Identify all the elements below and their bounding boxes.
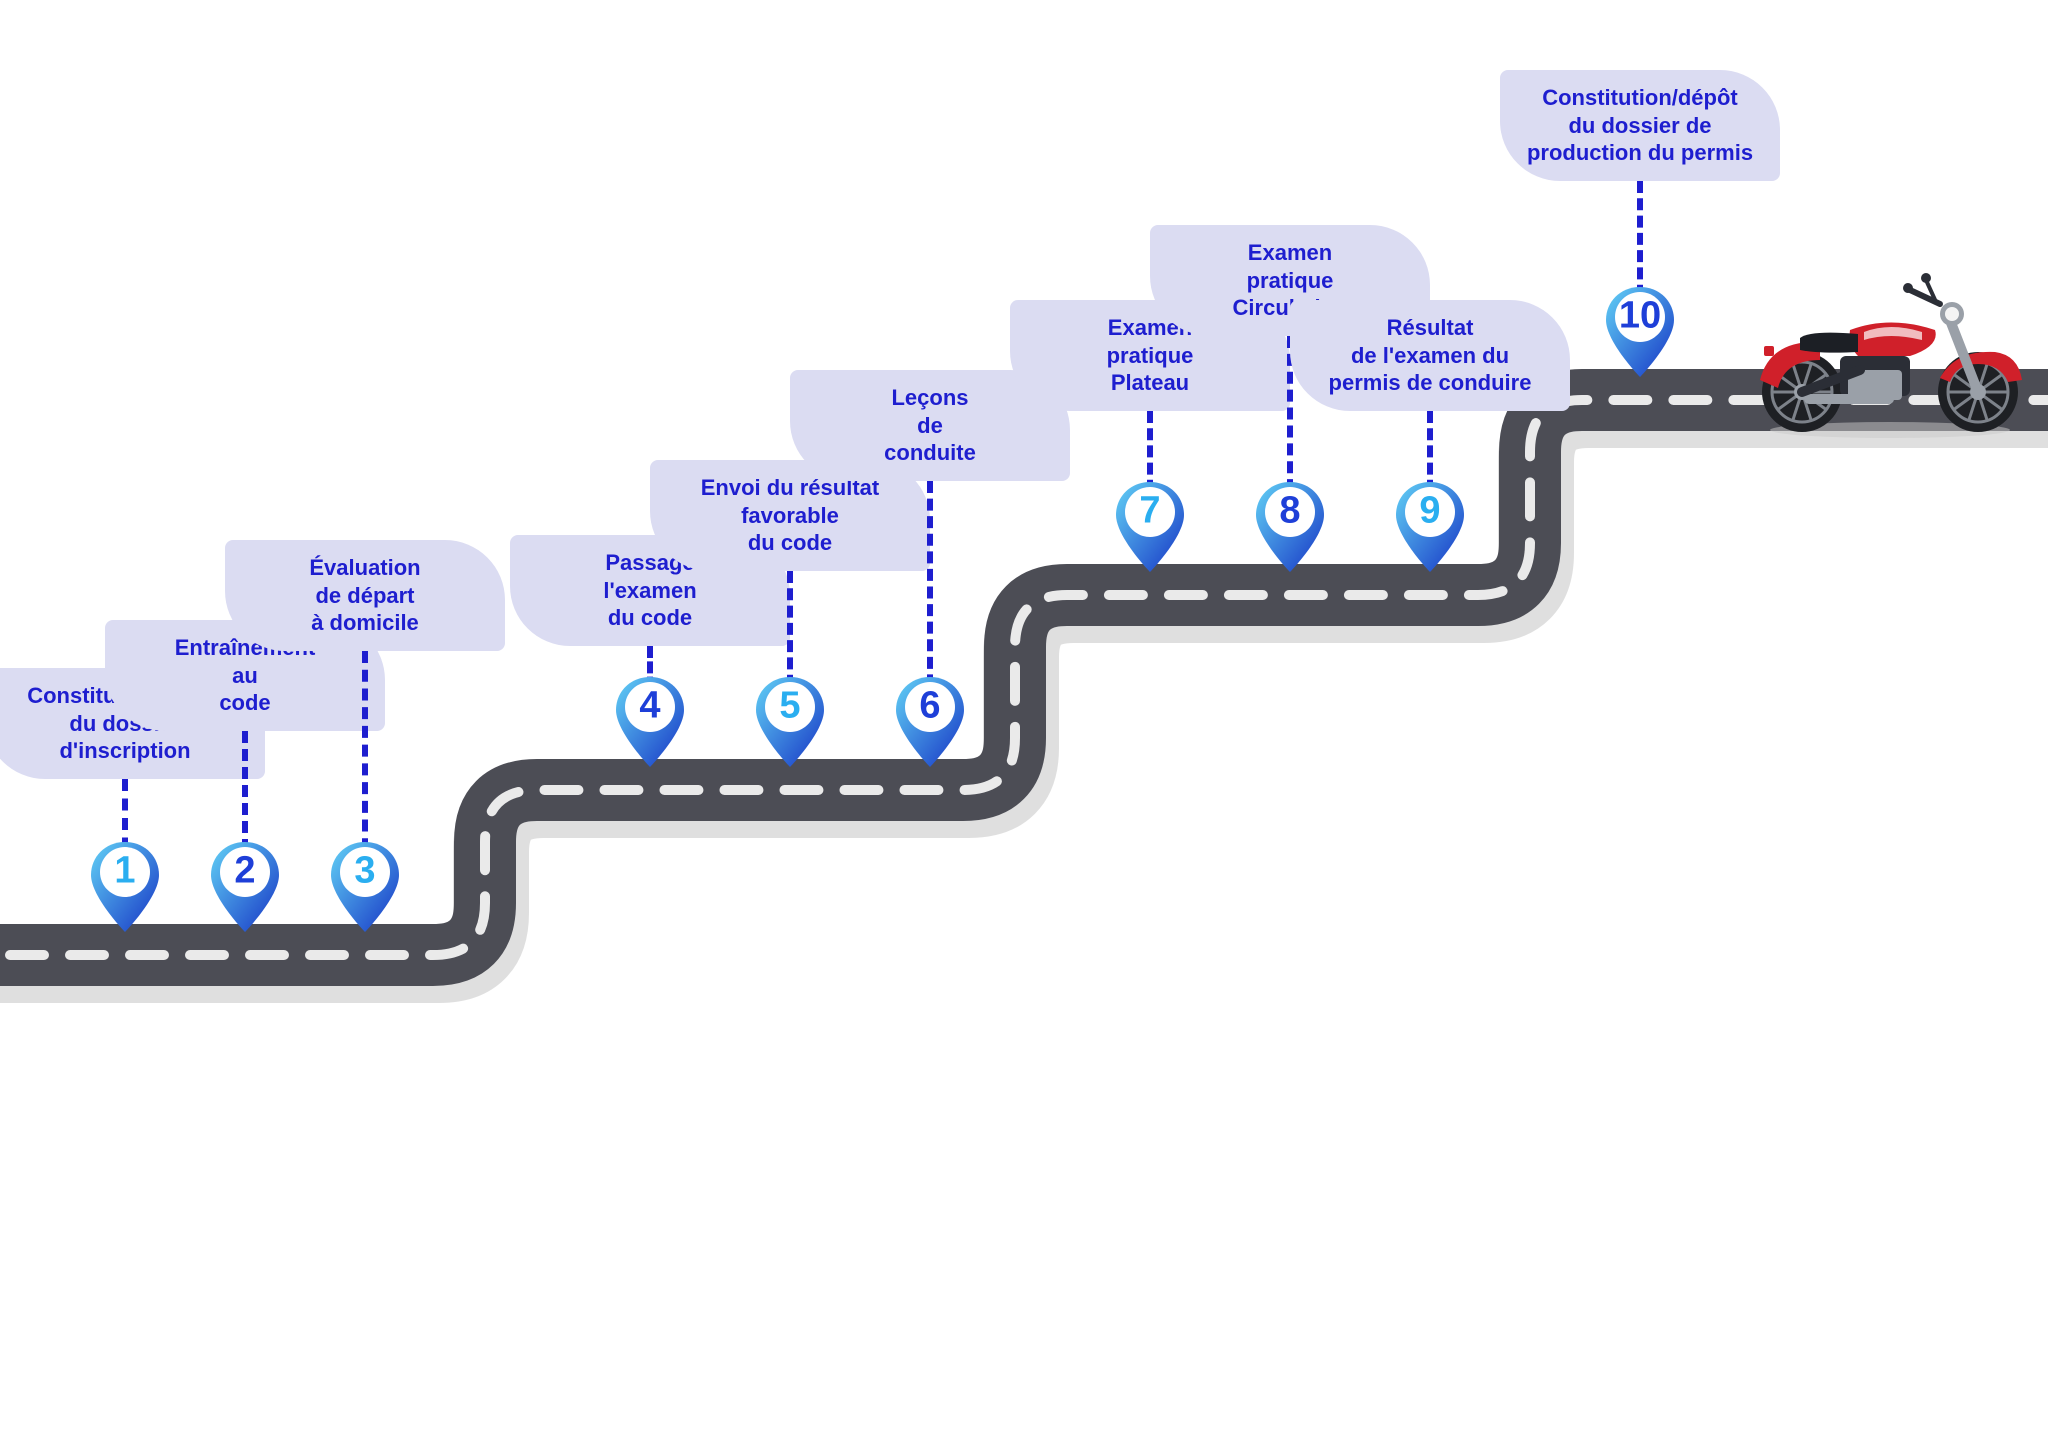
step-3-label: Évaluation de départ à domicile	[225, 540, 505, 651]
step-3-connector	[362, 651, 368, 869]
step-9-number: 9	[1419, 490, 1440, 533]
step-6-connector	[927, 481, 933, 704]
step-6-number: 6	[919, 685, 940, 728]
step-10-label: Constitution/dépôt du dossier de product…	[1500, 70, 1780, 181]
step-10-number: 10	[1619, 295, 1661, 338]
step-8-pin: 8	[1253, 479, 1327, 575]
step-2-number: 2	[234, 850, 255, 893]
step-8-number: 8	[1279, 490, 1300, 533]
infographic-stage: Constitution/dépôt du dossier d'inscript…	[0, 0, 2048, 1448]
step-9-label: Résultat de l'examen du permis de condui…	[1290, 300, 1570, 411]
step-10-pin: 10	[1603, 284, 1677, 380]
step-2-pin: 2	[208, 839, 282, 935]
step-3-pin: 3	[328, 839, 402, 935]
step-6-pin: 6	[893, 674, 967, 770]
step-7-pin: 7	[1113, 479, 1187, 575]
step-3-number: 3	[354, 850, 375, 893]
step-9-pin: 9	[1393, 479, 1467, 575]
step-3-label-text: Évaluation de départ à domicile	[309, 555, 420, 635]
step-1-pin: 1	[88, 839, 162, 935]
step-4-pin: 4	[613, 674, 687, 770]
step-5-number: 5	[779, 685, 800, 728]
motorcycle-icon	[1740, 260, 2040, 440]
step-7-number: 7	[1139, 490, 1160, 533]
step-1-number: 1	[114, 850, 135, 893]
step-4-number: 4	[639, 685, 660, 728]
step-5-pin: 5	[753, 674, 827, 770]
